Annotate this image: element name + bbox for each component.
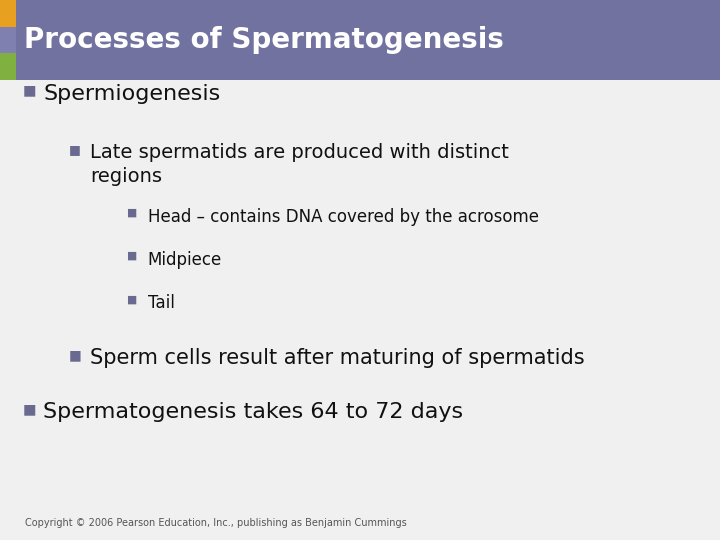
Bar	[0, 0, 720, 80]
Text: Sperm cells result after maturing of spermatids: Sperm cells result after maturing of spe…	[90, 348, 585, 368]
Text: Spermatogenesis takes 64 to 72 days: Spermatogenesis takes 64 to 72 days	[43, 402, 464, 422]
Text: Head – contains DNA covered by the acrosome: Head – contains DNA covered by the acros…	[148, 208, 539, 226]
Text: Midpiece: Midpiece	[148, 251, 222, 269]
Text: ■: ■	[23, 84, 37, 98]
Text: ■: ■	[126, 208, 136, 218]
Text: Copyright © 2006 Pearson Education, Inc., publishing as Benjamin Cummings: Copyright © 2006 Pearson Education, Inc.…	[25, 518, 407, 528]
Text: Processes of Spermatogenesis: Processes of Spermatogenesis	[24, 26, 504, 54]
Text: ■: ■	[23, 402, 37, 416]
Text: ■: ■	[126, 251, 136, 261]
Text: ■: ■	[126, 294, 136, 305]
Bar	[0, 0, 16, 26]
Text: ■: ■	[68, 143, 80, 156]
Bar	[0, 26, 16, 53]
Text: Late spermatids are produced with distinct
regions: Late spermatids are produced with distin…	[90, 143, 509, 186]
Text: Spermiogenesis: Spermiogenesis	[43, 84, 220, 104]
Text: ■: ■	[68, 348, 81, 362]
Bar	[0, 53, 16, 80]
Text: Tail: Tail	[148, 294, 174, 312]
